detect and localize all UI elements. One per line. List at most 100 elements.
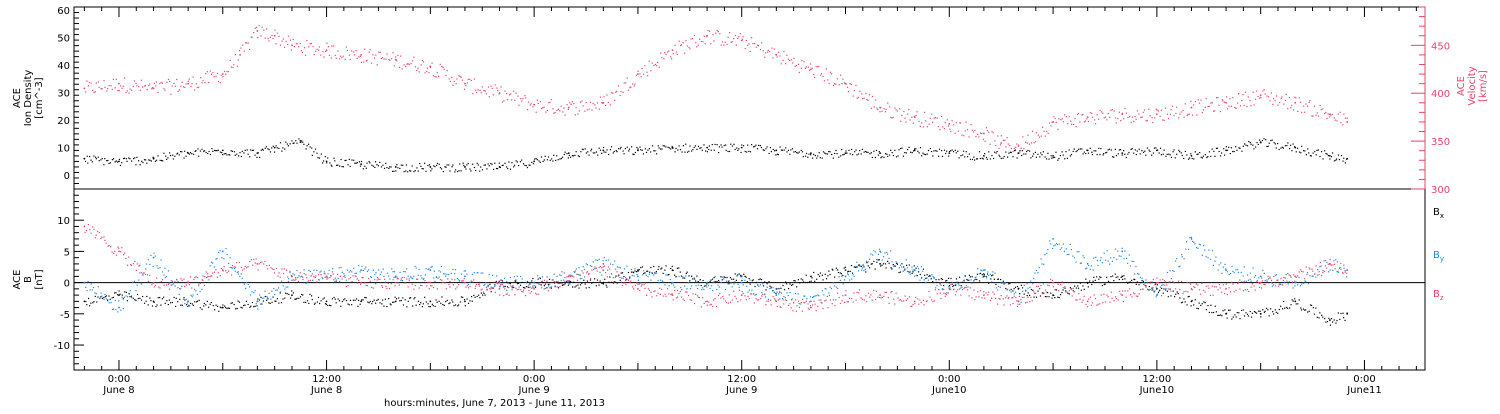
bz-sample — [277, 275, 279, 277]
bz-sample — [985, 292, 987, 294]
density-sample — [725, 149, 727, 151]
by-sample — [516, 275, 518, 277]
bz-sample — [361, 276, 363, 279]
by-sample — [255, 303, 257, 305]
density-sample — [502, 164, 504, 166]
density-sample — [615, 150, 617, 152]
bz-sample — [607, 266, 610, 268]
by-sample — [259, 294, 261, 296]
by-sample — [918, 268, 920, 270]
bz-sample — [594, 266, 596, 268]
by-sample — [249, 286, 251, 288]
by-sample — [629, 276, 631, 278]
density-sample — [933, 150, 935, 152]
density-sample — [327, 157, 329, 159]
bz-sample — [1283, 276, 1285, 278]
by-point — [602, 262, 605, 265]
by-sample — [1079, 262, 1081, 264]
bx-sample — [1013, 288, 1015, 290]
density-sample — [835, 149, 837, 152]
by-sample — [557, 282, 559, 285]
velocity-sample — [1164, 107, 1167, 109]
bz-sample — [215, 269, 217, 271]
velocity-sample — [692, 38, 694, 40]
bx-sample — [821, 274, 823, 276]
bz-sample — [164, 277, 166, 279]
by-sample — [1258, 277, 1260, 279]
bx-sample — [116, 294, 119, 296]
bz-sample — [797, 300, 800, 302]
velocity-sample — [1309, 100, 1311, 102]
bx-sample — [785, 281, 787, 283]
density-sample — [796, 152, 798, 154]
bx-sample — [462, 296, 464, 298]
density-sample — [982, 158, 984, 160]
bx-sample — [323, 297, 325, 299]
by-sample — [1141, 277, 1143, 279]
velocity-sample — [735, 44, 737, 46]
bx-sample — [168, 299, 171, 301]
by-sample — [1305, 281, 1307, 283]
velocity-sample — [403, 64, 405, 66]
bx-sample — [1217, 314, 1219, 317]
by-sample — [351, 271, 353, 273]
velocity-sample — [1166, 113, 1169, 115]
bx-sample — [680, 275, 683, 277]
density-sample — [861, 148, 864, 150]
bz-sample — [564, 280, 566, 283]
velocity-sample — [747, 44, 749, 46]
by-sample — [1312, 275, 1314, 277]
bz-sample — [1319, 261, 1321, 264]
bz-point — [1121, 294, 1124, 297]
density-sample — [585, 152, 588, 154]
by-sample — [1078, 251, 1080, 253]
density-sample — [1008, 152, 1010, 154]
bx-sample — [706, 283, 708, 285]
density-sample — [897, 155, 899, 157]
velocity-sample — [424, 72, 426, 74]
bz-point — [982, 294, 985, 297]
density-sample — [651, 145, 654, 147]
velocity-sample — [651, 62, 653, 64]
bx-sample — [568, 280, 570, 282]
by-sample — [340, 266, 342, 269]
bz-sample — [828, 294, 831, 297]
velocity-sample — [898, 108, 901, 110]
bx-sample — [448, 302, 450, 305]
by-sample — [1332, 269, 1334, 271]
velocity-sample — [1284, 99, 1287, 102]
bz-sample — [1132, 292, 1135, 294]
velocity-sample — [278, 35, 280, 37]
bz-sample — [1346, 272, 1348, 274]
by-sample — [138, 279, 140, 281]
velocity-sample — [1180, 111, 1182, 113]
velocity-sample — [1136, 110, 1139, 112]
density-sample — [1118, 149, 1120, 151]
density-sample — [846, 152, 848, 154]
velocity-sample — [491, 87, 493, 89]
bx-sample — [1177, 293, 1179, 295]
density-sample — [595, 151, 598, 153]
by-sample — [490, 286, 492, 288]
bz-sample — [1124, 290, 1126, 292]
velocity-sample — [213, 76, 215, 78]
by-sample — [1301, 283, 1303, 285]
bz-sample — [1266, 279, 1268, 281]
by-sample — [859, 265, 861, 267]
by-sample — [802, 298, 804, 300]
bx-sample — [581, 282, 583, 284]
density-sample — [299, 140, 301, 142]
by-sample — [975, 276, 977, 278]
by-sample — [946, 292, 948, 294]
velocity-sample — [1070, 120, 1072, 122]
density-sample — [536, 159, 538, 161]
velocity-sample — [887, 102, 889, 104]
density-sample — [322, 160, 325, 162]
bx-point — [602, 281, 605, 284]
velocity-sample — [1253, 104, 1255, 106]
density-sample — [278, 147, 280, 149]
velocity-sample — [1055, 121, 1057, 124]
by-sample — [253, 292, 255, 294]
by-sample — [1195, 247, 1198, 249]
by-sample — [631, 274, 633, 277]
